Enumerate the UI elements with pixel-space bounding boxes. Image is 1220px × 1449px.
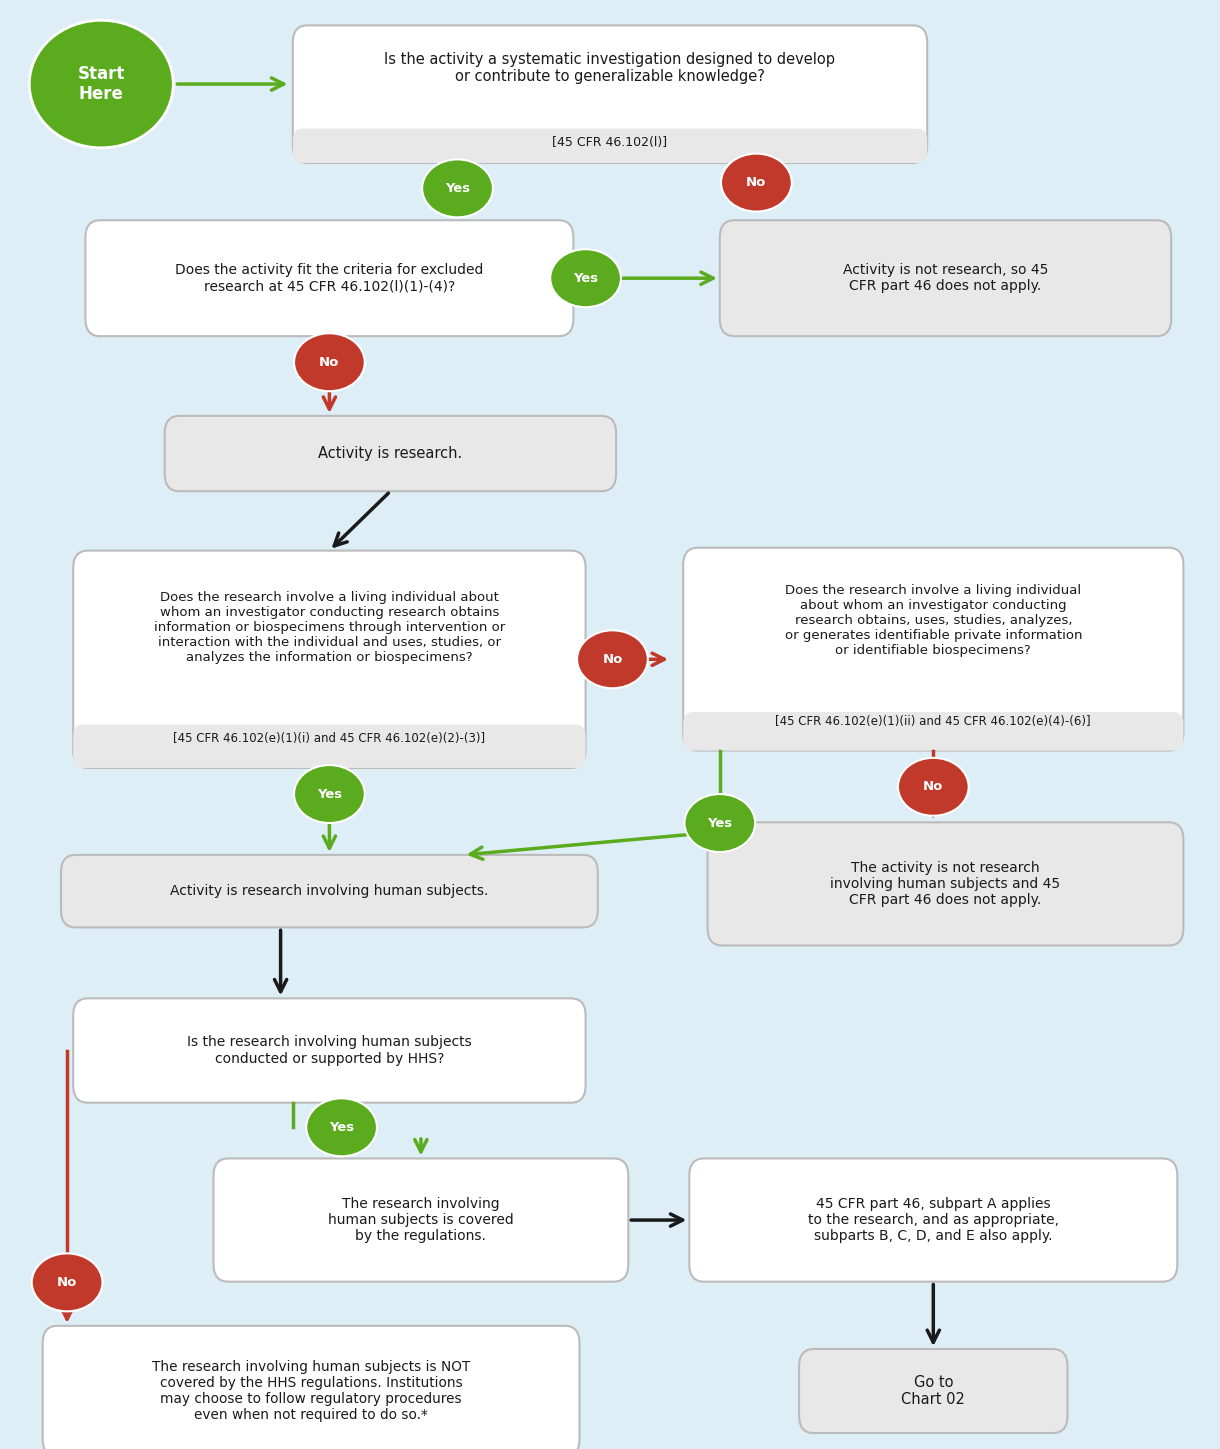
- FancyBboxPatch shape: [683, 548, 1183, 751]
- Text: 45 CFR part 46, subpart A applies
to the research, and as appropriate,
subparts : 45 CFR part 46, subpart A applies to the…: [808, 1197, 1059, 1243]
- Ellipse shape: [684, 794, 755, 852]
- FancyBboxPatch shape: [73, 551, 586, 768]
- Text: Activity is research.: Activity is research.: [318, 446, 462, 461]
- Text: Yes: Yes: [317, 788, 342, 800]
- FancyBboxPatch shape: [799, 1349, 1068, 1433]
- Text: No: No: [924, 781, 943, 793]
- Text: Yes: Yes: [708, 817, 732, 829]
- Text: The research involving
human subjects is covered
by the regulations.: The research involving human subjects is…: [328, 1197, 514, 1243]
- Ellipse shape: [306, 1098, 377, 1156]
- Ellipse shape: [422, 159, 493, 217]
- Text: The activity is not research
involving human subjects and 45
CFR part 46 does no: The activity is not research involving h…: [831, 861, 1060, 907]
- Text: Does the activity fit the criteria for excluded
research at 45 CFR 46.102(l)(1)-: Does the activity fit the criteria for e…: [176, 264, 483, 293]
- FancyBboxPatch shape: [43, 1326, 580, 1449]
- Text: Does the research involve a living individual
about whom an investigator conduct: Does the research involve a living indiv…: [784, 584, 1082, 656]
- FancyBboxPatch shape: [85, 220, 573, 336]
- Text: No: No: [320, 356, 339, 368]
- Text: Yes: Yes: [573, 272, 598, 284]
- FancyBboxPatch shape: [214, 1159, 628, 1282]
- Text: [45 CFR 46.102(e)(1)(ii) and 45 CFR 46.102(e)(4)-(6)]: [45 CFR 46.102(e)(1)(ii) and 45 CFR 46.1…: [776, 716, 1091, 727]
- Text: The research involving human subjects is NOT
covered by the HHS regulations. Ins: The research involving human subjects is…: [152, 1359, 470, 1423]
- Text: Activity is research involving human subjects.: Activity is research involving human sub…: [171, 884, 488, 898]
- Ellipse shape: [898, 758, 969, 816]
- Text: Go to
Chart 02: Go to Chart 02: [902, 1375, 965, 1407]
- FancyBboxPatch shape: [689, 1159, 1177, 1282]
- Ellipse shape: [32, 1253, 102, 1311]
- Ellipse shape: [577, 630, 648, 688]
- Text: [45 CFR 46.102(l)]: [45 CFR 46.102(l)]: [553, 136, 667, 148]
- Text: No: No: [57, 1277, 77, 1288]
- Text: Start
Here: Start Here: [78, 65, 124, 103]
- FancyBboxPatch shape: [708, 823, 1183, 946]
- Text: No: No: [603, 653, 622, 665]
- FancyBboxPatch shape: [73, 998, 586, 1103]
- FancyBboxPatch shape: [293, 129, 927, 164]
- Text: Yes: Yes: [445, 183, 470, 194]
- Ellipse shape: [550, 249, 621, 307]
- Text: No: No: [747, 177, 766, 188]
- Text: [45 CFR 46.102(e)(1)(i) and 45 CFR 46.102(e)(2)-(3)]: [45 CFR 46.102(e)(1)(i) and 45 CFR 46.10…: [173, 733, 486, 745]
- Text: Yes: Yes: [329, 1122, 354, 1133]
- Text: Does the research involve a living individual about
whom an investigator conduct: Does the research involve a living indiv…: [154, 591, 505, 664]
- Text: Is the research involving human subjects
conducted or supported by HHS?: Is the research involving human subjects…: [187, 1036, 472, 1065]
- Text: Activity is not research, so 45
CFR part 46 does not apply.: Activity is not research, so 45 CFR part…: [843, 264, 1048, 293]
- FancyBboxPatch shape: [683, 711, 1183, 751]
- Ellipse shape: [294, 333, 365, 391]
- Ellipse shape: [294, 765, 365, 823]
- FancyBboxPatch shape: [165, 416, 616, 491]
- Ellipse shape: [29, 20, 173, 148]
- FancyBboxPatch shape: [293, 26, 927, 164]
- FancyBboxPatch shape: [73, 724, 586, 768]
- Text: Is the activity a systematic investigation designed to develop
or contribute to : Is the activity a systematic investigati…: [384, 52, 836, 84]
- FancyBboxPatch shape: [61, 855, 598, 927]
- Ellipse shape: [721, 154, 792, 212]
- FancyBboxPatch shape: [720, 220, 1171, 336]
